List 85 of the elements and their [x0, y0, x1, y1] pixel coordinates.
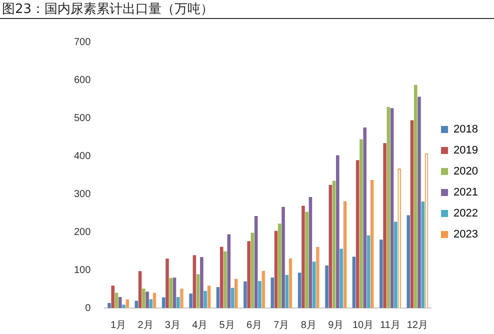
x-tick-label: 8月 — [300, 320, 316, 331]
bar — [410, 120, 414, 308]
bar — [278, 224, 282, 308]
x-tick-label: 11月 — [380, 320, 400, 331]
bar — [363, 128, 366, 308]
bar — [312, 262, 316, 308]
y-tick-label: 700 — [74, 36, 92, 48]
chart-title: 图23：国内尿素累计出口量（万吨） — [2, 1, 214, 18]
y-tick-label: 300 — [74, 188, 92, 200]
bar — [258, 281, 262, 308]
y-tick-label: 100 — [74, 264, 92, 276]
bar — [118, 296, 122, 308]
bar — [169, 278, 172, 308]
bar — [340, 248, 343, 308]
bar — [308, 197, 312, 308]
bar — [247, 241, 250, 308]
bar — [200, 257, 204, 308]
bar — [122, 304, 126, 308]
bar — [325, 265, 328, 308]
bar — [414, 84, 418, 308]
bar — [254, 216, 258, 308]
bar — [172, 278, 176, 308]
bar — [189, 294, 192, 308]
bar — [302, 206, 305, 308]
bar — [305, 212, 308, 308]
legend-label: 2020 — [454, 166, 478, 178]
bar — [394, 222, 398, 308]
legend-label: 2021 — [454, 186, 478, 199]
bar — [383, 143, 386, 308]
bar — [328, 184, 332, 308]
bar — [332, 180, 336, 308]
bar — [192, 255, 196, 308]
bar — [270, 278, 274, 308]
x-tick-label: 1月 — [110, 320, 126, 331]
bar — [111, 286, 114, 308]
bar — [356, 160, 360, 308]
x-tick-label: 6月 — [246, 320, 262, 331]
x-tick-label: 10月 — [352, 320, 374, 331]
bar — [366, 235, 370, 308]
bar — [176, 296, 180, 308]
bar — [282, 206, 285, 308]
bar — [162, 297, 166, 308]
bar — [142, 288, 146, 308]
x-tick-label: 3月 — [164, 320, 180, 331]
bar — [418, 96, 421, 308]
legend-label: 2018 — [454, 124, 478, 136]
bar — [146, 292, 149, 308]
bar — [360, 139, 363, 308]
y-tick-label: 500 — [74, 112, 92, 124]
x-tick-label: 7月 — [274, 320, 290, 331]
bar — [298, 272, 302, 308]
bar — [224, 251, 227, 308]
x-tick-label: 9月 — [328, 320, 344, 331]
bar — [390, 108, 394, 308]
bar — [138, 271, 142, 308]
bar — [386, 106, 390, 308]
bar — [421, 202, 425, 308]
bar — [380, 240, 383, 308]
bar — [216, 287, 220, 308]
bar — [274, 230, 278, 308]
bar — [108, 303, 111, 308]
y-tick-label: 400 — [74, 150, 92, 162]
y-tick-label: 200 — [74, 226, 92, 238]
y-tick-label: 0 — [85, 302, 92, 314]
bar — [406, 215, 410, 308]
bar — [196, 274, 200, 308]
bar — [285, 274, 289, 308]
bar — [250, 232, 254, 308]
x-tick-label: 5月 — [219, 320, 235, 331]
x-tick-label: 2月 — [138, 320, 154, 331]
y-tick-label: 600 — [74, 74, 92, 86]
bar — [336, 155, 340, 308]
bar — [244, 281, 247, 308]
x-tick-label: 12月 — [406, 320, 428, 331]
bar — [220, 246, 224, 308]
legend-label: 2023 — [454, 228, 478, 241]
bar — [204, 290, 207, 308]
bar — [114, 292, 118, 308]
legend-label: 2019 — [454, 144, 478, 157]
bar — [227, 234, 231, 308]
bar — [230, 288, 234, 308]
legend-label: 2022 — [454, 208, 478, 220]
x-tick-label: 4月 — [192, 320, 208, 331]
bar — [166, 258, 169, 308]
bar — [352, 256, 356, 308]
